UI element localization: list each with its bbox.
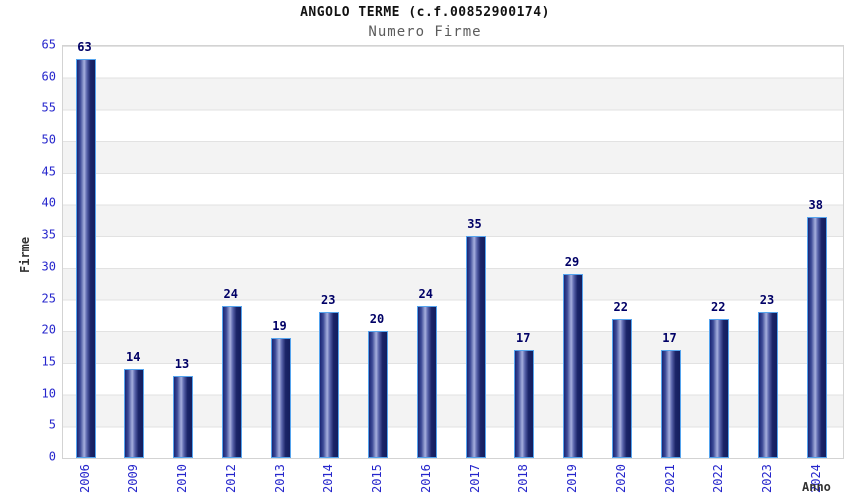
y-tick-label: 30: [41, 259, 56, 274]
x-tick-label: 2015: [370, 464, 384, 493]
bar: [270, 337, 291, 458]
bar: [758, 312, 778, 458]
y-tick-label: 15: [41, 354, 56, 369]
y-tick-label: 10: [41, 386, 56, 401]
chart-title: ANGOLO TERME (c.f.00852900174): [300, 5, 550, 20]
x-tick-label: 2021: [662, 464, 677, 493]
bar: [221, 305, 242, 458]
bar-value-label: 29: [564, 255, 580, 270]
bar: [124, 369, 145, 458]
x-tick-label: 2019: [565, 464, 579, 493]
bar: [173, 375, 193, 458]
y-tick-label: 65: [41, 37, 56, 52]
bar-value-label: 23: [321, 293, 336, 308]
bar-value-label: 22: [711, 299, 726, 314]
bar: [465, 236, 486, 458]
x-tick-label: 2012: [223, 464, 238, 493]
bar-value-label: 19: [272, 318, 287, 333]
y-tick-label: 5: [48, 417, 56, 432]
plot-area: [62, 45, 844, 459]
bar: [660, 350, 681, 458]
bar-value-label: 20: [369, 312, 385, 327]
bar-value-label: 63: [77, 39, 92, 54]
bar: [368, 331, 388, 458]
bar: [709, 318, 730, 458]
chart-subtitle: Numero Firme: [368, 24, 482, 40]
bar-value-label: 24: [223, 286, 238, 301]
x-tick-label: 2020: [613, 464, 628, 493]
bar-value-label: 24: [418, 286, 433, 301]
bar-value-label: 38: [808, 198, 823, 213]
y-tick-label: 35: [41, 227, 56, 242]
y-tick-label: 40: [41, 195, 56, 210]
bar: [563, 274, 583, 458]
y-tick-label: 45: [41, 164, 56, 179]
y-tick-label: 55: [41, 100, 56, 115]
bar: [75, 58, 96, 458]
y-tick-label: 50: [41, 132, 56, 147]
bar-value-label: 22: [613, 299, 628, 314]
bar-value-label: 35: [467, 217, 482, 232]
x-tick-label: 2014: [321, 464, 336, 493]
bar-value-label: 17: [662, 331, 677, 346]
x-tick-label: 2010: [175, 464, 189, 493]
x-tick-label: 2009: [126, 464, 141, 493]
x-tick-label: 2023: [760, 464, 774, 493]
y-tick-label: 60: [41, 69, 56, 84]
bar: [319, 312, 340, 458]
y-tick-label: 25: [41, 291, 56, 306]
bar: [416, 305, 437, 458]
x-axis-title: Anno: [802, 480, 831, 494]
bar: [806, 217, 827, 458]
x-tick-label: 2006: [77, 464, 92, 493]
x-tick-label: 2016: [418, 464, 433, 493]
bar-value-label: 23: [759, 293, 775, 308]
bar-value-label: 17: [516, 331, 531, 346]
x-tick-label: 2018: [516, 464, 531, 493]
bar: [611, 318, 632, 458]
bar-value-label: 14: [126, 350, 141, 365]
bar: [514, 350, 535, 458]
x-tick-label: 2013: [272, 464, 287, 493]
x-tick-label: 2022: [711, 464, 726, 493]
y-tick-label: 20: [41, 322, 56, 337]
x-tick-label: 2017: [467, 464, 482, 493]
bar-value-label: 13: [174, 356, 190, 371]
y-axis-title: Firme: [18, 236, 32, 273]
y-tick-label: 0: [48, 449, 56, 464]
